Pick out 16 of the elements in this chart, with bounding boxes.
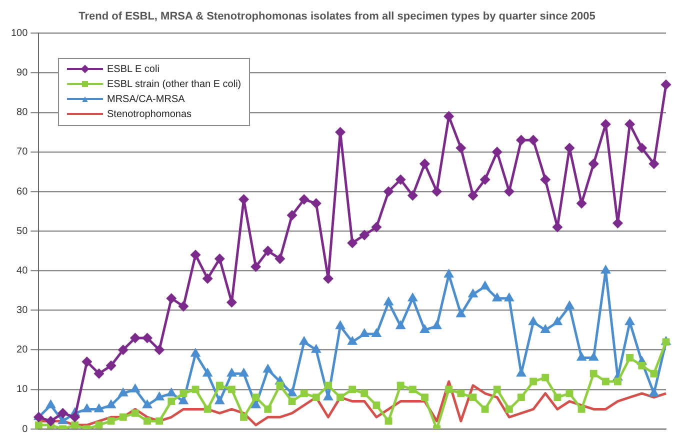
y-tick-label: 50 [16, 226, 28, 237]
y-tick-label: 0 [22, 424, 28, 435]
y-tick-label: 90 [16, 68, 28, 79]
legend-label: Stenotrophomonas [107, 109, 192, 120]
y-tick-label: 60 [16, 186, 28, 198]
y-tick-label: 100 [10, 28, 28, 39]
y-tick-label: 40 [16, 265, 28, 276]
y-tick-label: 10 [16, 384, 28, 396]
legend-label: ESBL E coli [107, 64, 160, 75]
chart-title: Trend of ESBL, MRSA & Stenotrophomonas isolates from all specimen types by quarter since 2005 [78, 10, 596, 23]
y-tick-label: 80 [16, 107, 28, 118]
y-tick-label: 20 [16, 344, 28, 356]
legend-label: MRSA/CA-MRSA [107, 94, 185, 105]
y-tick-label: 30 [16, 305, 28, 316]
legend-label: ESBL strain (other than E coli) [107, 79, 242, 90]
y-tick-label: 70 [16, 146, 28, 158]
